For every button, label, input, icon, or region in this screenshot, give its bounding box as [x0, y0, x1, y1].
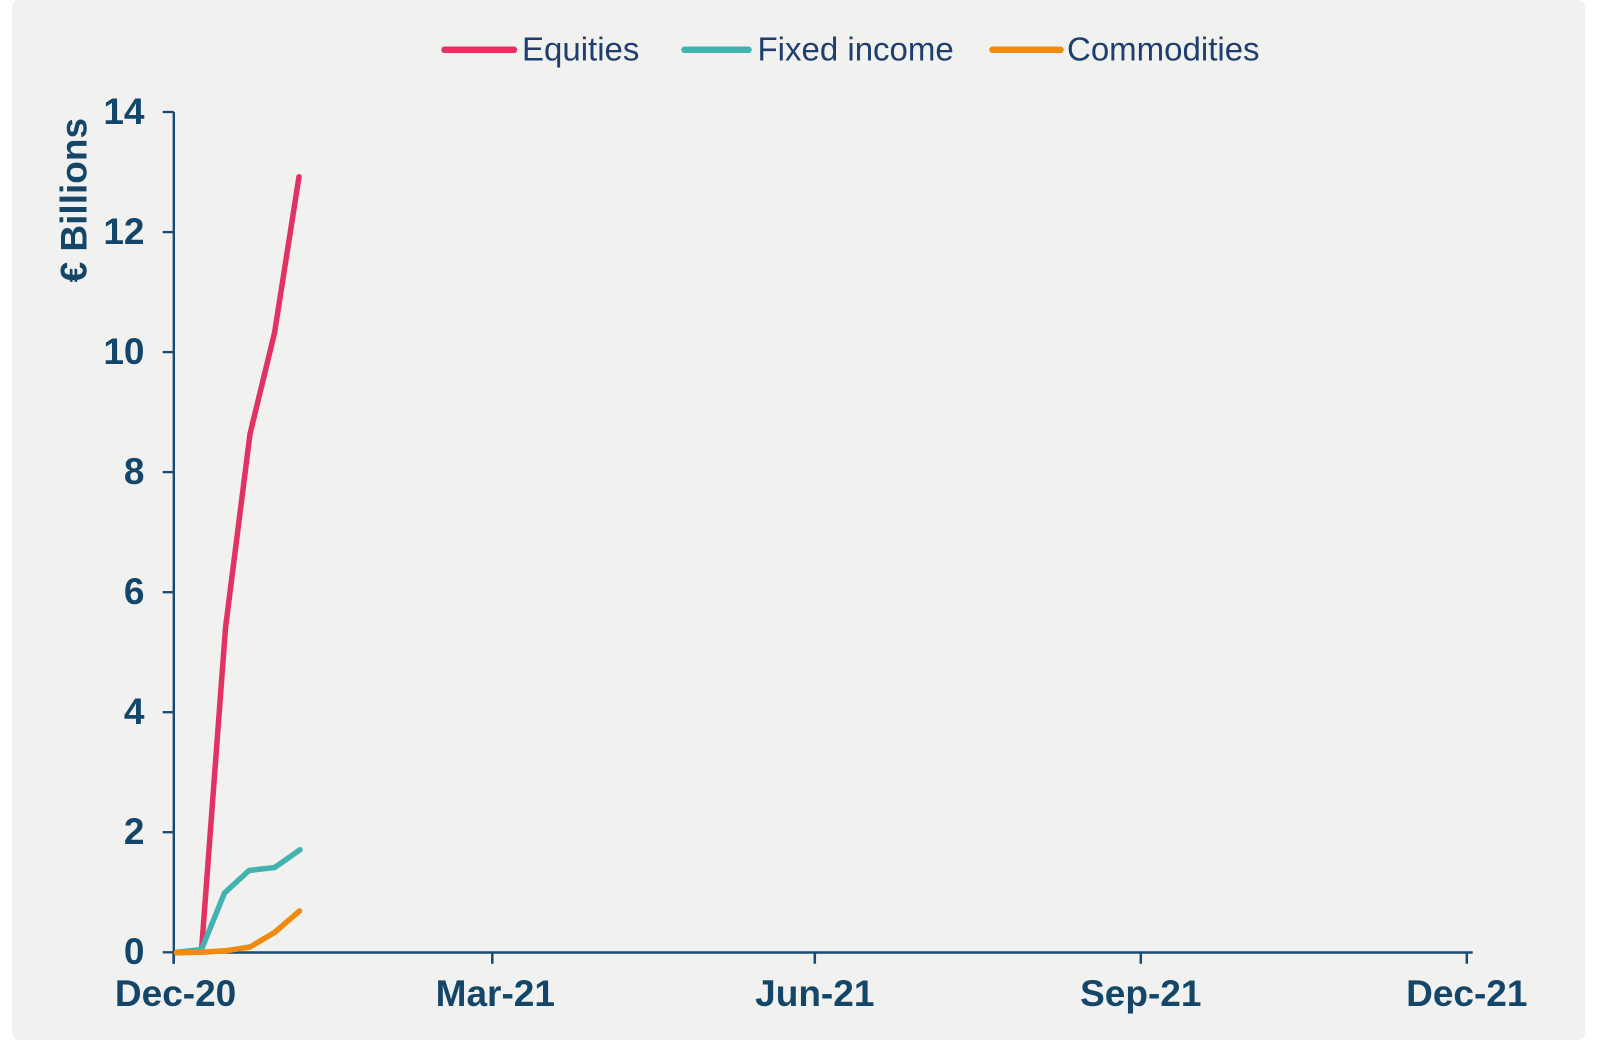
svg-text:0: 0	[124, 931, 145, 972]
svg-text:14: 14	[103, 91, 145, 132]
svg-text:Jun-21: Jun-21	[755, 973, 874, 1014]
svg-text:Fixed income: Fixed income	[758, 31, 954, 68]
svg-text:Dec-21: Dec-21	[1406, 973, 1527, 1014]
svg-text:Mar-21: Mar-21	[436, 973, 555, 1014]
svg-text:2: 2	[124, 811, 145, 852]
svg-text:Sep-21: Sep-21	[1080, 973, 1201, 1014]
svg-text:10: 10	[103, 331, 144, 372]
svg-text:€ Billions: € Billions	[54, 118, 95, 282]
svg-text:6: 6	[124, 571, 145, 612]
svg-text:Dec-20: Dec-20	[115, 973, 236, 1014]
svg-text:Commodities: Commodities	[1067, 31, 1260, 68]
svg-text:8: 8	[124, 451, 145, 492]
svg-text:12: 12	[103, 211, 144, 252]
svg-text:4: 4	[124, 691, 145, 732]
svg-text:Equities: Equities	[522, 31, 639, 68]
